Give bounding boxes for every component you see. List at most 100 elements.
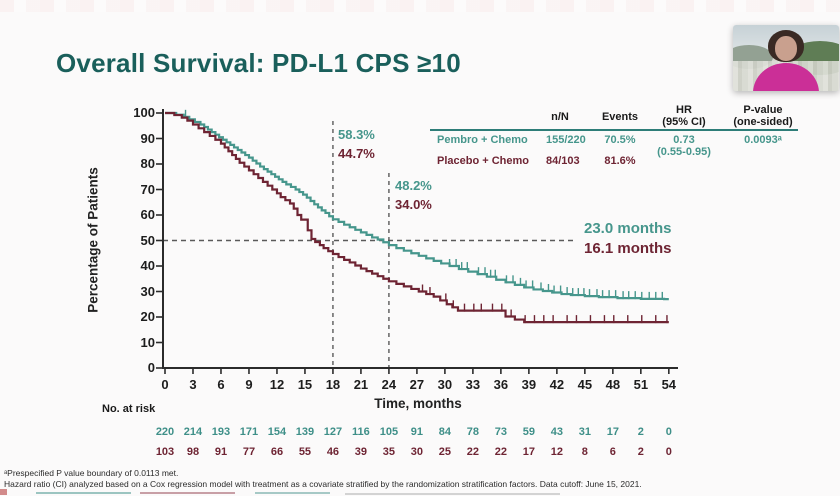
y-tick-label: 30 bbox=[140, 283, 155, 299]
risk-count-placebo: 25 bbox=[438, 446, 452, 458]
risk-count-placebo: 30 bbox=[410, 446, 424, 458]
risk-count-pembro: 154 bbox=[267, 426, 287, 438]
y-tick-label: 40 bbox=[140, 258, 155, 273]
col-header-hr-line1: HR bbox=[676, 104, 692, 116]
risk-count-pembro: 59 bbox=[522, 426, 535, 438]
risk-count-pembro: 127 bbox=[323, 426, 343, 438]
risk-count-placebo: 22 bbox=[466, 446, 479, 458]
x-tick-label: 24 bbox=[381, 377, 397, 392]
risk-count-pembro: 116 bbox=[352, 426, 370, 438]
risk-count-pembro: 91 bbox=[410, 426, 424, 438]
pembro-events: 70.5% bbox=[604, 134, 636, 146]
x-tick-label: 9 bbox=[245, 377, 253, 392]
row-label-pembro: Pembro + Chemo bbox=[437, 134, 528, 146]
survival-curve-pembro bbox=[165, 111, 669, 301]
y-tick-label: 100 bbox=[133, 105, 155, 120]
risk-count-placebo: 46 bbox=[326, 446, 340, 458]
x-tick-label: 36 bbox=[493, 377, 509, 392]
slide-title: Overall Survival: PD-L1 CPS ≥10 bbox=[56, 48, 461, 78]
x-tick-label: 12 bbox=[269, 377, 285, 392]
x-tick-label: 27 bbox=[409, 377, 425, 392]
risk-count-pembro: 17 bbox=[606, 426, 619, 438]
x-tick-label: 54 bbox=[661, 377, 677, 392]
risk-count-placebo: 103 bbox=[155, 446, 175, 458]
y-tick-label: 70 bbox=[140, 181, 155, 197]
y-tick-label: 90 bbox=[140, 130, 155, 146]
risk-count-pembro: 171 bbox=[239, 426, 259, 438]
x-axis-title: Time, months bbox=[374, 396, 462, 411]
risk-count-pembro: 214 bbox=[183, 426, 203, 438]
presenter-face bbox=[775, 36, 797, 61]
risk-count-placebo: 39 bbox=[354, 446, 368, 458]
x-tick-label: 0 bbox=[161, 377, 169, 392]
placebo-nN: 84/103 bbox=[546, 155, 580, 167]
x-tick-label: 21 bbox=[353, 377, 369, 392]
col-header-hr-line2: (95% CI) bbox=[662, 116, 706, 128]
risk-count-pembro: 193 bbox=[211, 426, 231, 438]
risk-count-placebo: 12 bbox=[550, 446, 563, 458]
rate-18mo-pembro: 58.3% bbox=[338, 127, 375, 142]
row-label-placebo: Placebo + Chemo bbox=[437, 155, 530, 167]
video-compression-artifact bbox=[0, 0, 840, 12]
col-header-pvalue-line1: P-value bbox=[743, 104, 783, 116]
x-tick-label: 15 bbox=[297, 377, 313, 392]
y-tick-label: 10 bbox=[140, 334, 155, 350]
risk-count-pembro: 43 bbox=[550, 426, 563, 438]
y-axis-title: Percentage of Patients bbox=[85, 167, 101, 313]
pembro-nN: 155/220 bbox=[546, 134, 586, 146]
y-tick-label: 60 bbox=[140, 207, 155, 222]
risk-count-pembro: 31 bbox=[578, 426, 591, 438]
risk-count-pembro: 0 bbox=[665, 426, 672, 438]
x-tick-label: 33 bbox=[465, 377, 481, 392]
video-artifact bbox=[345, 493, 560, 495]
col-header-events: Events bbox=[601, 111, 639, 123]
y-tick-label: 80 bbox=[140, 156, 155, 171]
table-separator-line bbox=[430, 129, 798, 131]
video-artifact bbox=[140, 492, 235, 494]
x-tick-label: 30 bbox=[437, 377, 453, 392]
risk-count-pembro: 78 bbox=[466, 426, 479, 438]
risk-count-placebo: 55 bbox=[298, 446, 312, 458]
risk-count-pembro: 220 bbox=[155, 426, 175, 438]
placebo-events: 81.6% bbox=[604, 155, 636, 167]
col-header-nn: n/N bbox=[551, 111, 569, 123]
x-tick-label: 6 bbox=[217, 377, 225, 392]
hazard-ratio-value: 0.73 bbox=[673, 134, 695, 146]
risk-count-pembro: 84 bbox=[438, 426, 452, 438]
risk-count-pembro: 105 bbox=[379, 426, 399, 438]
video-artifact bbox=[0, 489, 7, 495]
no-at-risk-label: No. at risk bbox=[102, 403, 156, 415]
x-tick-label: 18 bbox=[325, 377, 341, 392]
risk-count-pembro: 139 bbox=[295, 426, 315, 438]
risk-count-placebo: 35 bbox=[382, 446, 396, 458]
risk-count-placebo: 91 bbox=[214, 446, 228, 458]
x-tick-label: 48 bbox=[605, 377, 621, 392]
p-value: 0.0093ᵃ bbox=[744, 134, 782, 146]
survival-curve-placebo bbox=[165, 111, 669, 324]
col-header-pvalue-line2: (one-sided) bbox=[733, 116, 793, 128]
x-tick-label: 45 bbox=[577, 377, 593, 392]
risk-count-placebo: 8 bbox=[581, 446, 588, 458]
x-tick-label: 3 bbox=[189, 377, 197, 392]
rate-18mo-placebo: 44.7% bbox=[338, 146, 375, 161]
y-tick-label: 50 bbox=[140, 232, 155, 248]
footnote-1: ᵃPrespecified P value boundary of 0.0113… bbox=[4, 468, 179, 478]
presenter-webcam[interactable] bbox=[733, 25, 839, 91]
hazard-ratio-ci: (0.55-0.95) bbox=[657, 146, 711, 158]
risk-count-placebo: 66 bbox=[270, 446, 284, 458]
video-artifact bbox=[36, 492, 131, 494]
risk-count-placebo: 98 bbox=[186, 446, 200, 458]
x-tick-label: 39 bbox=[521, 377, 537, 392]
y-tick-label: 0 bbox=[147, 360, 155, 375]
risk-count-pembro: 2 bbox=[637, 426, 644, 438]
median-os-pembro: 23.0 months bbox=[584, 220, 672, 237]
video-artifact bbox=[255, 492, 330, 494]
risk-count-placebo: 22 bbox=[494, 446, 507, 458]
risk-count-placebo: 0 bbox=[665, 446, 672, 458]
x-tick-label: 42 bbox=[549, 377, 565, 392]
risk-count-placebo: 77 bbox=[242, 446, 256, 458]
rate-24mo-placebo: 34.0% bbox=[395, 197, 432, 212]
risk-count-placebo: 6 bbox=[609, 446, 616, 458]
